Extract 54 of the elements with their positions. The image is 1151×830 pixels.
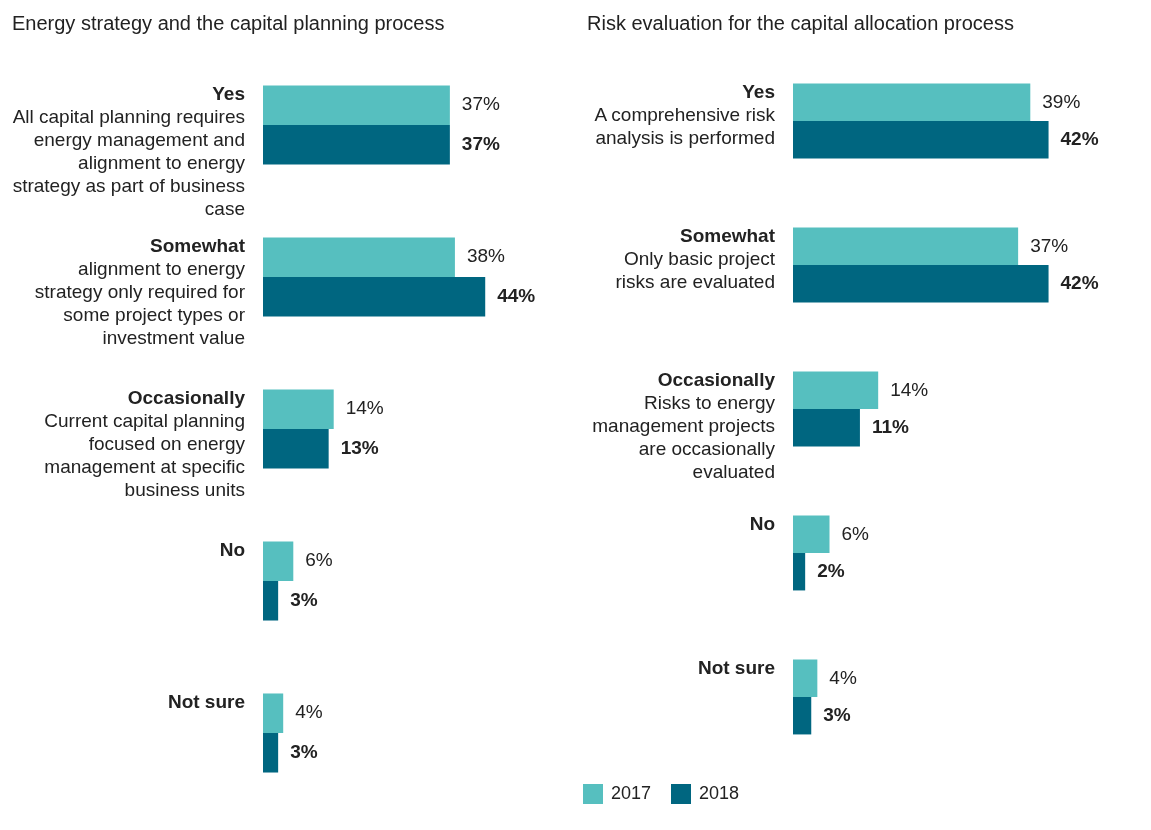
- data-label: 11%: [871, 415, 910, 437]
- y-tick-label: Occasionally Current capital planning focused on energy management at specific business units: [44, 387, 246, 501]
- bar: [793, 371, 879, 409]
- bar: [263, 85, 450, 125]
- bar: [263, 581, 279, 621]
- y-tick-label: No: [219, 539, 245, 561]
- data-label: 44%: [497, 284, 536, 306]
- data-label: 37%: [461, 93, 500, 115]
- bar: [263, 125, 450, 165]
- bar: [263, 541, 294, 581]
- data-label: 2%: [817, 559, 845, 581]
- data-label: 14%: [890, 378, 929, 400]
- data-label: 6%: [305, 549, 333, 571]
- data-label: 14%: [345, 397, 384, 419]
- chart-title: Risk evaluation for the capital allocation process: [586, 11, 1015, 36]
- y-tick-label: Yes All capital planning requires energy management and alignment to energy strategy as part of business case: [12, 83, 246, 220]
- data-label: 42%: [1060, 271, 1099, 293]
- bar: [263, 389, 334, 429]
- bar: [263, 733, 279, 773]
- data-label: 6%: [841, 522, 870, 544]
- data-label: 13%: [340, 436, 379, 458]
- bar: [793, 697, 812, 735]
- y-tick-label: Not sure: [167, 691, 245, 713]
- data-label: 3%: [290, 740, 318, 762]
- data-label: 4%: [295, 701, 323, 723]
- legend-label: 2017: [611, 783, 652, 804]
- data-label: 37%: [1030, 234, 1069, 256]
- data-label: 39%: [1042, 90, 1081, 112]
- bar: [793, 553, 806, 591]
- bar: [793, 265, 1049, 303]
- bar: [263, 693, 284, 733]
- bar: [793, 409, 860, 447]
- bar: [263, 277, 486, 317]
- bar: [263, 237, 455, 277]
- bar: [793, 227, 1019, 265]
- y-tick-label: No: [749, 513, 775, 535]
- bar: [263, 429, 329, 469]
- bar: [793, 121, 1049, 159]
- data-label: 3%: [290, 588, 318, 610]
- y-tick-label: Somewhat alignment to energy strategy only required for some project types or investment value: [34, 235, 246, 349]
- y-tick-label: Yes A comprehensive risk analysis is performed: [594, 81, 776, 149]
- data-label: 38%: [466, 245, 506, 267]
- bar: [793, 659, 818, 697]
- bar: [793, 515, 830, 553]
- legend-label: 2018: [699, 783, 740, 804]
- bar: [793, 83, 1031, 121]
- chart-title: Energy strategy and the capital planning process: [11, 11, 446, 36]
- data-label: 37%: [461, 132, 500, 154]
- data-label: 3%: [823, 703, 851, 725]
- y-tick-label: Not sure: [697, 657, 775, 679]
- data-label: 4%: [829, 666, 857, 688]
- y-tick-label: Somewhat Only basic project risks are evaluated: [615, 225, 776, 293]
- y-tick-label: Occasionally Risks to energy management projects are occasionally evaluated: [592, 369, 776, 483]
- data-label: 42%: [1060, 127, 1099, 149]
